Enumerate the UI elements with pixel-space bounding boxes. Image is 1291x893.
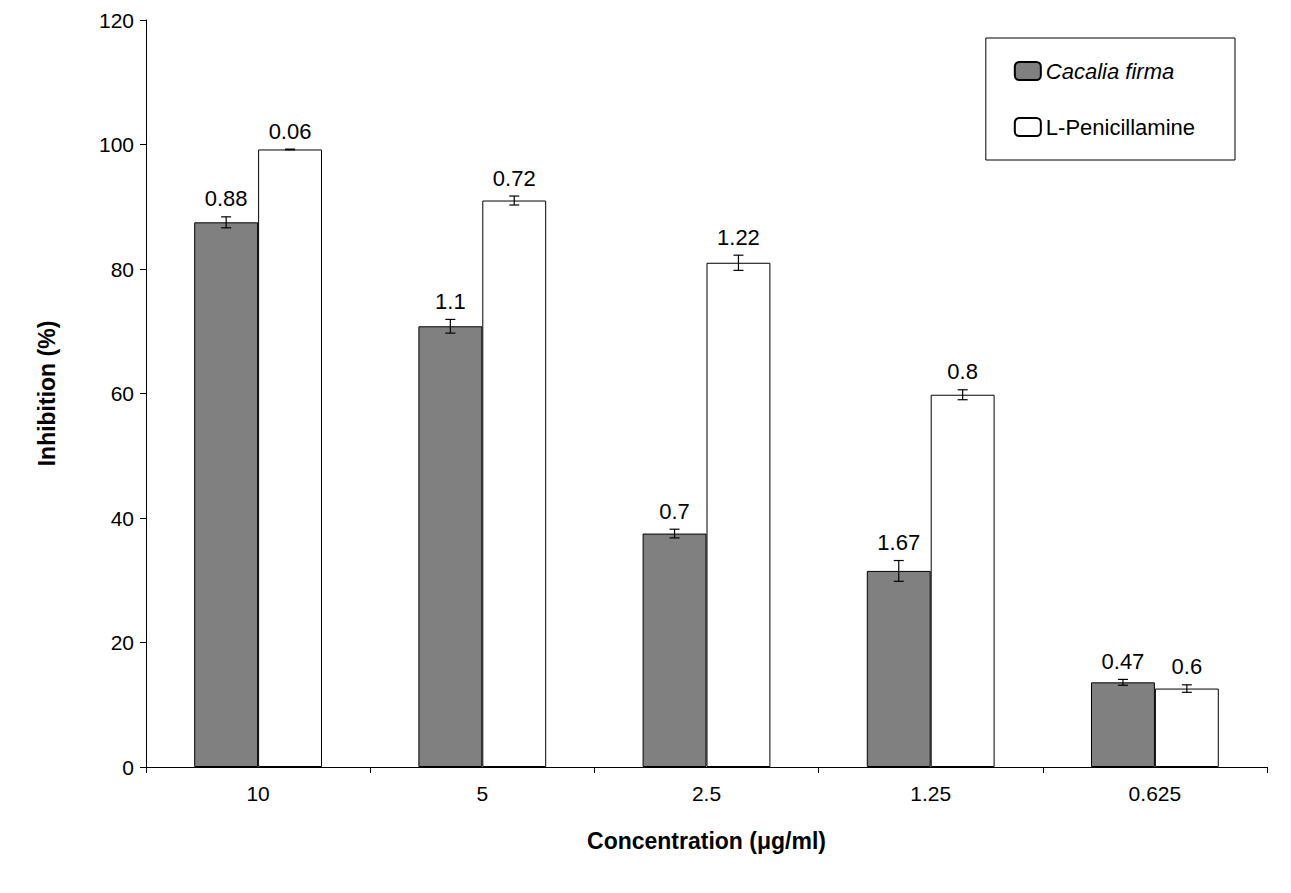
svg-text:Concentration (μg/ml): Concentration (μg/ml) — [587, 828, 826, 854]
svg-text:0.06: 0.06 — [269, 119, 312, 144]
svg-text:0.47: 0.47 — [1102, 649, 1145, 674]
svg-text:0.72: 0.72 — [493, 166, 536, 191]
svg-text:60: 60 — [111, 382, 134, 405]
svg-text:2.5: 2.5 — [692, 782, 721, 805]
svg-text:1.1: 1.1 — [435, 289, 466, 314]
svg-text:10: 10 — [246, 782, 269, 805]
svg-text:5: 5 — [476, 782, 488, 805]
svg-text:L-Penicillamine: L-Penicillamine — [1046, 115, 1195, 140]
svg-text:20: 20 — [111, 631, 134, 654]
svg-text:0.8: 0.8 — [947, 359, 978, 384]
svg-text:1.22: 1.22 — [717, 225, 760, 250]
svg-text:0: 0 — [122, 756, 134, 779]
svg-text:0.7: 0.7 — [659, 499, 690, 524]
svg-text:0.625: 0.625 — [1129, 782, 1182, 805]
svg-text:0.6: 0.6 — [1172, 654, 1203, 679]
svg-text:0.88: 0.88 — [205, 186, 248, 211]
svg-text:120: 120 — [99, 9, 134, 32]
svg-text:1.67: 1.67 — [877, 530, 920, 555]
svg-text:Inhibition (%): Inhibition (%) — [34, 321, 60, 467]
svg-text:100: 100 — [99, 133, 134, 156]
svg-text:40: 40 — [111, 507, 134, 530]
svg-text:1.25: 1.25 — [910, 782, 951, 805]
svg-text:Cacalia firma: Cacalia firma — [1046, 59, 1174, 84]
svg-text:80: 80 — [111, 258, 134, 281]
